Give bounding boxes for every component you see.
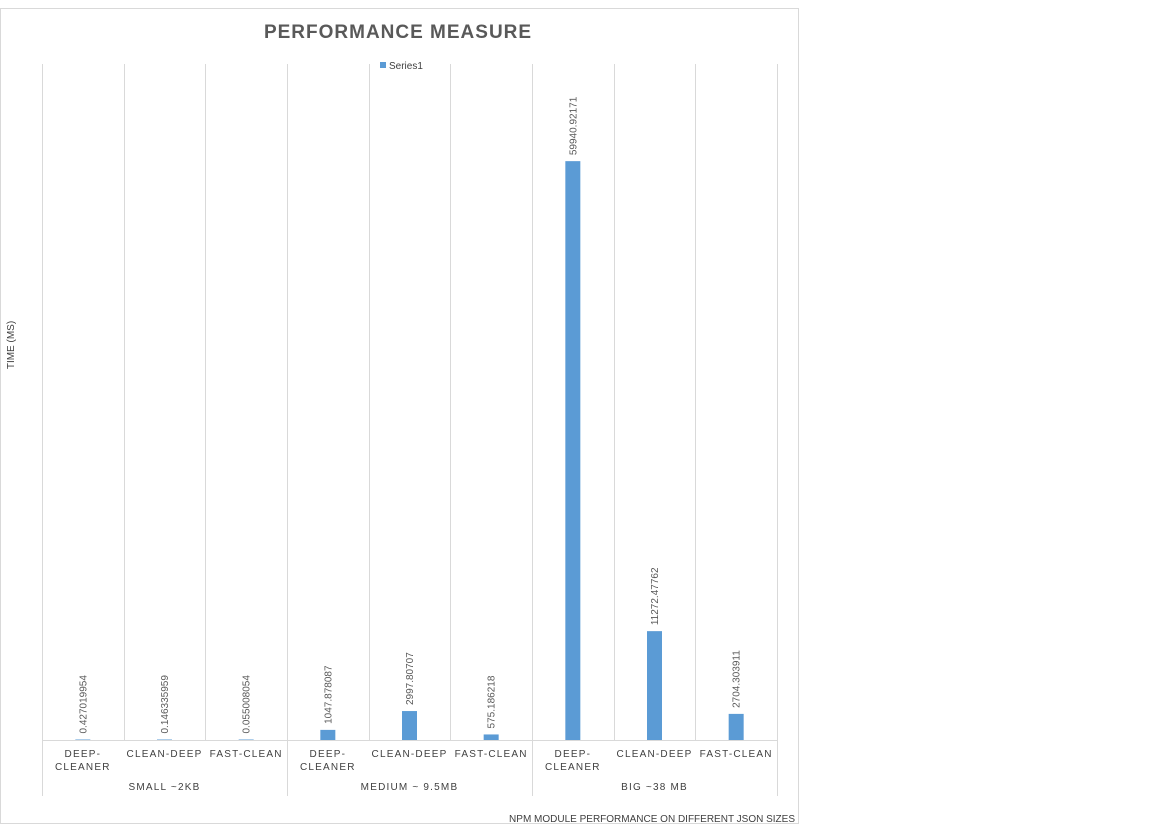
legend: Series1 (380, 61, 423, 72)
bar (483, 734, 499, 740)
bar (402, 711, 417, 740)
bar (320, 729, 336, 740)
category-tick-label: CLEAN-DEEP (372, 749, 448, 760)
x-axis-title: NPM MODULE PERFORMANCE ON DIFFERENT JSON… (509, 814, 795, 824)
legend-swatch (380, 62, 386, 68)
data-label: 2997.80707 (405, 652, 416, 705)
bar (238, 739, 254, 740)
chart-area-border (0, 8, 799, 824)
chart-title: PERFORMANCE MEASURE (264, 22, 532, 43)
group-label: SMALL ~2KB (129, 782, 201, 793)
data-label: 575.186218 (487, 675, 498, 728)
bar (565, 161, 581, 740)
y-axis-title: TIME (MS) (6, 321, 17, 369)
category-tick-label: FAST-CLEAN (455, 749, 528, 760)
x-axis: DEEP-CLEANER CLEAN-DEEP FAST-CLEAN DEEP-CLE… (42, 740, 778, 796)
data-label: 2704.303911 (732, 650, 743, 708)
category-tick-label: DEEP-CLEANER (55, 749, 111, 773)
category-tick-label: CLEAN-DEEP (127, 749, 203, 760)
category-tick-label: CLEAN-DEEP (617, 749, 693, 760)
data-label: 0.427019954 (78, 675, 89, 734)
category-tick-label: DEEP-CLEANER (545, 749, 601, 773)
category-tick-label: DEEP-CLEANER (300, 749, 356, 773)
data-label: 0.146335959 (160, 675, 171, 734)
bar (157, 739, 172, 740)
data-labels: 0.427019954 0.146335959 0.055008054 1047.87… (78, 96, 742, 733)
bar (647, 631, 662, 740)
data-label: 11272.47762 (650, 567, 661, 625)
bar (728, 713, 744, 740)
category-tick-label: FAST-CLEAN (700, 749, 773, 760)
data-label: 59940.92171 (568, 96, 579, 155)
category-tick-label: FAST-CLEAN (210, 749, 283, 760)
group-label: BIG ~38 MB (621, 782, 688, 793)
bars (75, 161, 744, 740)
legend-label: Series1 (389, 61, 423, 72)
data-label: 0.055008054 (242, 675, 253, 734)
gridlines (42, 64, 778, 740)
group-label: MEDIUM ~ 9.5MB (361, 782, 459, 793)
bar (75, 739, 91, 740)
data-label: 1047.878087 (323, 665, 334, 724)
